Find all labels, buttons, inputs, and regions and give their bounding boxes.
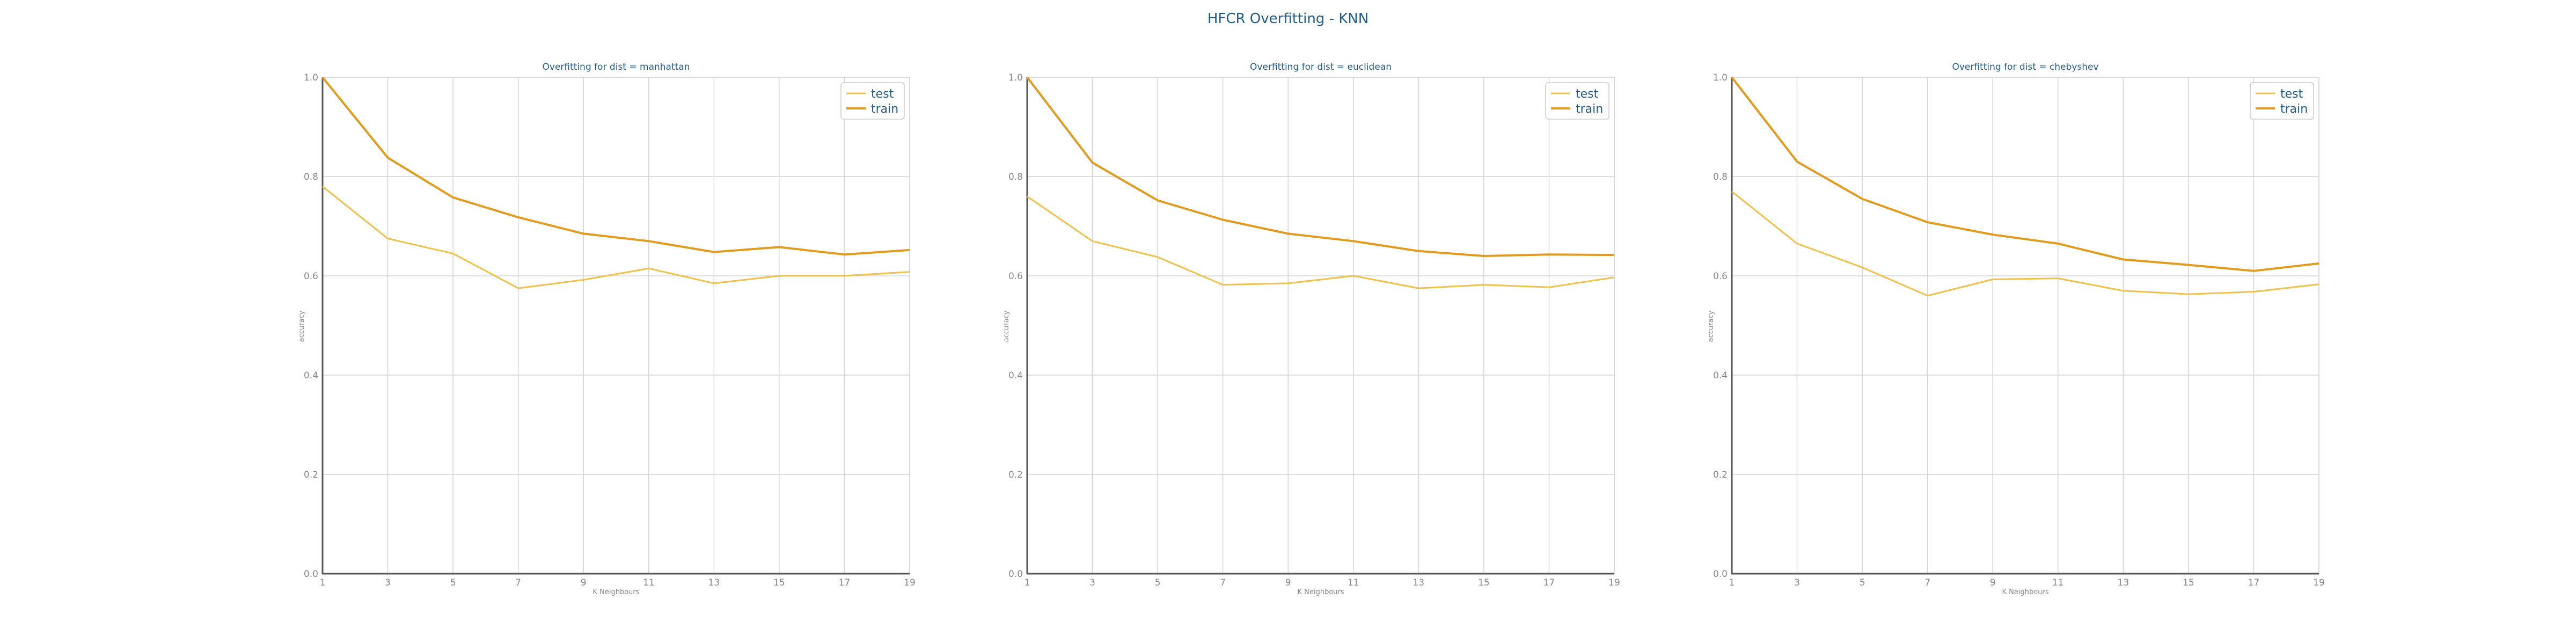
y-tick-label: 0.0: [304, 569, 318, 580]
series-line-test: [322, 186, 910, 289]
legend-entry-test: test: [1576, 87, 1599, 101]
y-tick-label: 0.8: [1008, 172, 1023, 182]
y-tick-label: 0.6: [304, 271, 318, 282]
y-tick-label: 0.6: [1008, 271, 1023, 282]
legend-box: [1545, 82, 1609, 120]
x-tick-label: 5: [450, 577, 456, 588]
x-tick-label: 5: [1155, 577, 1161, 588]
x-axis-label-euclidean: K Neighbours: [1297, 588, 1344, 596]
legend-entry-train: train: [871, 103, 898, 116]
plot-frame-chebyshev: [1731, 77, 2319, 574]
y-tick-label: 0.4: [304, 370, 318, 381]
x-tick-label: 15: [773, 577, 785, 588]
series-line-train: [1026, 76, 1615, 257]
figure-title: HFCR Overfitting - KNN: [1208, 11, 1368, 27]
y-axis-label-manhattan: accuracy: [298, 310, 306, 342]
y-tick-label: 0.4: [1713, 370, 1728, 381]
x-tick-label: 11: [1348, 577, 1359, 588]
x-tick-label: 7: [515, 577, 521, 588]
y-tick-label: 0.8: [304, 172, 318, 182]
legend-entry-test: test: [871, 87, 894, 101]
legend-entry-train: train: [2280, 103, 2308, 116]
y-tick-label: 1.0: [1008, 72, 1023, 83]
x-axis-label-chebyshev: K Neighbours: [2002, 588, 2048, 596]
x-tick-label: 3: [1794, 577, 1800, 588]
series-line-test: [1731, 191, 2319, 297]
subplot-manhattan: Overfitting for dist = manhattan K Neigh…: [298, 62, 916, 596]
x-tick-label: 5: [1860, 577, 1865, 588]
x-tick-label: 7: [1924, 577, 1930, 588]
x-tick-label: 13: [708, 577, 720, 588]
x-tick-label: 13: [2118, 577, 2129, 588]
subplot-euclidean: Overfitting for dist = euclidean K Neigh…: [1002, 62, 1620, 596]
legend-euclidean: test train: [1545, 82, 1609, 120]
x-tick-label: 3: [385, 577, 391, 588]
y-tick-label: 0.0: [1713, 569, 1728, 580]
x-tick-label: 1: [1729, 577, 1735, 588]
x-tick-label: 1: [320, 577, 326, 588]
x-axis-label-manhattan: K Neighbours: [592, 588, 639, 596]
y-tick-label: 0.6: [1713, 271, 1728, 282]
x-tick-label: 17: [1543, 577, 1555, 588]
legend-box: [2250, 82, 2314, 120]
x-tick-label: 13: [1413, 577, 1425, 588]
y-tick-label: 0.2: [304, 470, 318, 480]
plot-frame-manhattan: [322, 77, 910, 574]
series-line-train: [1731, 76, 2319, 272]
y-axis-label-chebyshev: accuracy: [1707, 310, 1715, 342]
y-tick-label: 1.0: [1713, 72, 1728, 83]
y-tick-label: 0.2: [1008, 470, 1023, 480]
x-tick-label: 19: [904, 577, 916, 588]
legend-entry-test: test: [2280, 87, 2303, 101]
x-tick-label: 3: [1089, 577, 1095, 588]
x-tick-label: 19: [2313, 577, 2325, 588]
subplot-title-chebyshev: Overfitting for dist = chebyshev: [1952, 62, 2098, 72]
x-tick-label: 11: [643, 577, 655, 588]
x-tick-label: 17: [839, 577, 851, 588]
x-tick-label: 9: [581, 577, 587, 588]
subplot-title-euclidean: Overfitting for dist = euclidean: [1250, 62, 1392, 72]
legend-box: [840, 82, 905, 120]
x-tick-label: 15: [1478, 577, 1490, 588]
series-line-train: [321, 76, 910, 256]
legend-chebyshev: test train: [2250, 82, 2314, 120]
legend-entry-train: train: [1576, 103, 1603, 116]
y-tick-label: 0.0: [1008, 569, 1023, 580]
x-tick-label: 1: [1024, 577, 1030, 588]
y-tick-label: 0.2: [1713, 470, 1728, 480]
x-tick-label: 9: [1285, 577, 1291, 588]
x-tick-label: 15: [2183, 577, 2194, 588]
x-tick-label: 19: [1608, 577, 1620, 588]
y-tick-label: 0.4: [1008, 370, 1023, 381]
y-axis-label-euclidean: accuracy: [1002, 310, 1011, 342]
series-line-test: [1027, 195, 1615, 289]
plot-frame-euclidean: [1027, 77, 1615, 574]
x-tick-label: 7: [1220, 577, 1226, 588]
y-tick-label: 1.0: [304, 72, 318, 83]
subplot-chebyshev: Overfitting for dist = chebyshev K Neigh…: [1707, 62, 2325, 596]
subplot-title-manhattan: Overfitting for dist = manhattan: [543, 62, 690, 72]
x-tick-label: 9: [1990, 577, 1996, 588]
x-tick-label: 17: [2248, 577, 2260, 588]
legend-manhattan: test train: [840, 82, 905, 120]
y-tick-label: 0.8: [1713, 172, 1728, 182]
x-tick-label: 11: [2052, 577, 2064, 588]
